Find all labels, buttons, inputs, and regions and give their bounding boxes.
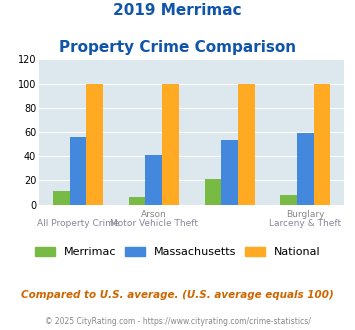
Bar bbox=[280, 195, 297, 205]
Bar bbox=[86, 83, 103, 205]
Legend: Merrimac, Massachusetts, National: Merrimac, Massachusetts, National bbox=[30, 242, 325, 262]
Bar bbox=[70, 137, 86, 205]
Text: © 2025 CityRating.com - https://www.cityrating.com/crime-statistics/: © 2025 CityRating.com - https://www.city… bbox=[45, 317, 310, 326]
Text: Arson: Arson bbox=[141, 210, 166, 218]
Text: Property Crime Comparison: Property Crime Comparison bbox=[59, 40, 296, 54]
Bar bbox=[53, 191, 70, 205]
Bar bbox=[146, 155, 162, 205]
Bar bbox=[204, 179, 221, 205]
Bar bbox=[221, 141, 238, 205]
Text: All Property Crime: All Property Crime bbox=[37, 219, 119, 228]
Bar bbox=[314, 83, 331, 205]
Text: Larceny & Theft: Larceny & Theft bbox=[269, 219, 342, 228]
Bar bbox=[129, 197, 146, 205]
Bar bbox=[297, 133, 314, 205]
Bar bbox=[238, 83, 255, 205]
Text: Compared to U.S. average. (U.S. average equals 100): Compared to U.S. average. (U.S. average … bbox=[21, 290, 334, 300]
Text: 2019 Merrimac: 2019 Merrimac bbox=[113, 3, 242, 18]
Bar bbox=[162, 83, 179, 205]
Text: Motor Vehicle Theft: Motor Vehicle Theft bbox=[110, 219, 198, 228]
Text: Burglary: Burglary bbox=[286, 210, 325, 218]
